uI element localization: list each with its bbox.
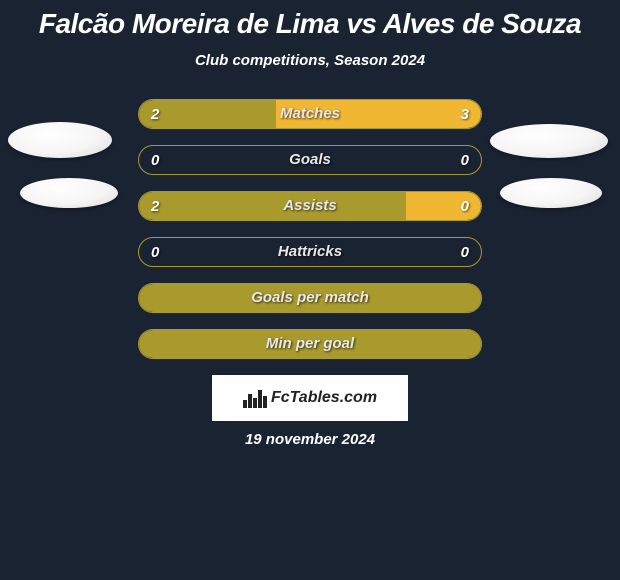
- value-right: 3: [461, 100, 469, 129]
- bar-chart-icon: [243, 388, 267, 408]
- bar-right: [406, 192, 481, 220]
- bar-track: 00: [138, 145, 482, 175]
- value-right: 0: [461, 238, 469, 267]
- value-right: 0: [461, 192, 469, 221]
- bar-track: [138, 329, 482, 359]
- stat-row: 00Hattricks: [0, 237, 620, 267]
- value-left: 2: [151, 192, 159, 221]
- stat-row: 00Goals: [0, 145, 620, 175]
- comparison-chart: 23Matches00Goals20Assists00HattricksGoal…: [0, 99, 620, 359]
- page-subtitle: Club competitions, Season 2024: [0, 52, 620, 69]
- value-left: 0: [151, 146, 159, 175]
- value-right: 0: [461, 146, 469, 175]
- watermark-text: FcTables.com: [271, 389, 377, 407]
- page-title: Falcão Moreira de Lima vs Alves de Souza: [0, 8, 620, 40]
- value-left: 0: [151, 238, 159, 267]
- stat-row: Goals per match: [0, 283, 620, 313]
- bar-right: [276, 100, 481, 128]
- bar-left: [139, 192, 406, 220]
- value-left: 2: [151, 100, 159, 129]
- bar-left: [139, 100, 276, 128]
- bar-track: 23: [138, 99, 482, 129]
- date-label: 19 november 2024: [0, 431, 620, 448]
- bar-track: [138, 283, 482, 313]
- stat-row: 23Matches: [0, 99, 620, 129]
- bar-track: 00: [138, 237, 482, 267]
- bar-track: 20: [138, 191, 482, 221]
- stat-row: 20Assists: [0, 191, 620, 221]
- stat-row: Min per goal: [0, 329, 620, 359]
- bar-left: [139, 330, 481, 358]
- bar-left: [139, 284, 481, 312]
- watermark: FcTables.com: [212, 375, 408, 421]
